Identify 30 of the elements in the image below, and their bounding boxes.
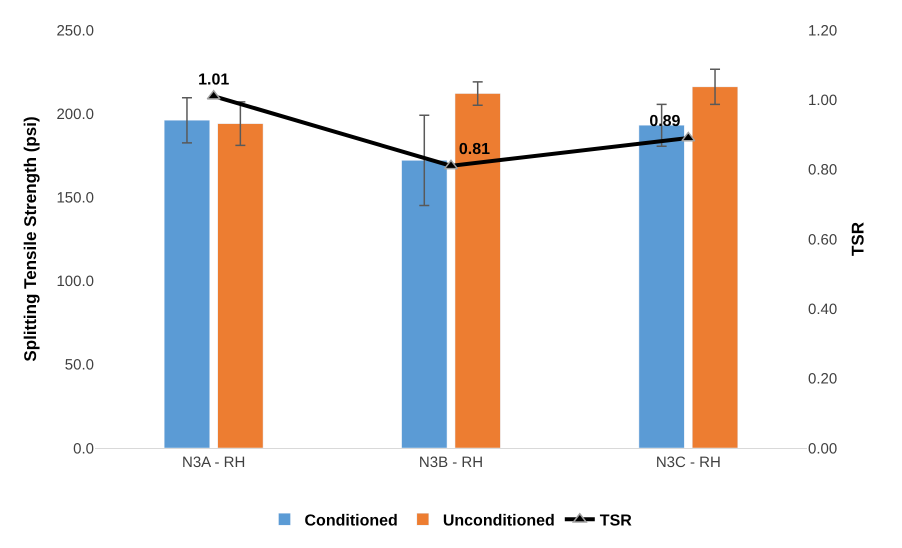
y2-tick-label: 0.80 [808,162,838,179]
y2-axis-title: TSR [848,222,868,256]
y-tick-label: 100.0 [56,273,94,290]
y-tick-label: 0.0 [73,440,94,458]
y-tick-label: 250.0 [56,22,94,40]
y2-tick-label: 0.00 [808,440,838,458]
point [206,90,221,100]
bar [401,160,448,448]
bar [164,120,210,448]
data-label: 0.81 [458,140,490,158]
y2-tick-label: 1.20 [808,22,838,40]
legend-label: Conditioned [304,512,398,530]
bar [692,86,738,448]
bar [217,123,264,448]
y2-tick-label: 0.60 [808,231,838,248]
y2-tick-label: 0.40 [808,300,838,318]
x-tick-label: N3A - RH [182,454,246,471]
x-tick-label: N3B - RH [418,454,484,471]
y2-tick-label: 1.00 [808,92,838,109]
y-tick-label: 50.0 [64,356,94,374]
bar [454,93,501,448]
legend-label: Unconditioned [442,512,555,530]
y-tick-label: 150.0 [56,189,94,206]
y-tick-label: 200.0 [56,106,94,123]
legend-label: TSR [600,512,632,530]
y-axis-title: Splitting Tensile Strength (psi) [21,116,40,362]
x-tick-label: N3C - RH [656,454,721,471]
data-label: 1.01 [198,71,230,88]
bar [638,125,685,448]
y2-tick-label: 0.20 [808,370,838,388]
